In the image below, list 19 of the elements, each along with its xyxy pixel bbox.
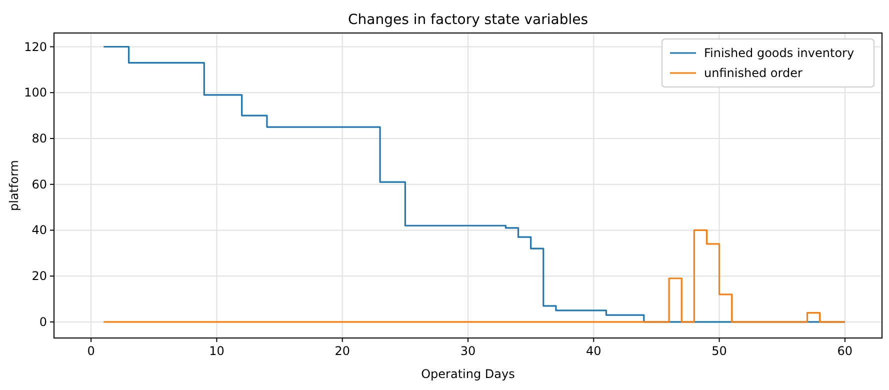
y-tick-label: 60 <box>32 177 47 192</box>
x-tick-label: 30 <box>460 344 476 358</box>
x-tick-label: 10 <box>209 344 224 358</box>
x-tick-label: 40 <box>586 344 602 358</box>
y-tick-label: 40 <box>32 223 47 238</box>
y-tick-label: 120 <box>24 40 47 54</box>
chart-title: Changes in factory state variables <box>348 12 588 28</box>
y-tick-label: 0 <box>39 314 47 329</box>
x-tick-label: 20 <box>334 344 350 358</box>
y-tick-label: 100 <box>24 86 47 100</box>
legend-label: unfinished order <box>704 66 802 80</box>
y-tick-label: 80 <box>32 131 47 146</box>
x-tick-label: 0 <box>87 344 95 358</box>
x-tick-label: 50 <box>712 344 727 358</box>
x-axis-title: Operating Days <box>421 367 515 381</box>
legend-label: Finished goods inventory <box>704 46 854 60</box>
x-tick-label: 60 <box>837 344 853 358</box>
y-tick-label: 20 <box>32 269 47 284</box>
y-axis-title: platform <box>7 160 21 211</box>
